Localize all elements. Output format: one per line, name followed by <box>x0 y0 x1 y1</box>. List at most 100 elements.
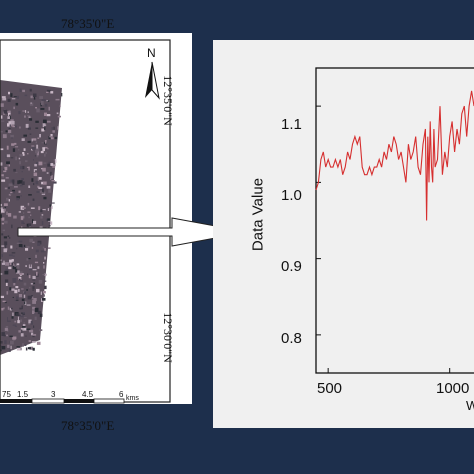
image-pixel <box>33 96 36 100</box>
image-pixel <box>20 328 25 330</box>
scale-tick-label: 6 <box>119 390 124 399</box>
image-pixel <box>27 258 31 260</box>
image-pixel <box>12 264 15 266</box>
image-pixel <box>26 304 31 306</box>
image-pixel <box>4 279 9 283</box>
image-pixel <box>19 154 23 157</box>
image-pixel <box>32 335 35 338</box>
image-pixel <box>36 151 39 156</box>
image-pixel <box>16 196 20 199</box>
image-pixel <box>18 294 22 298</box>
image-pixel <box>44 112 47 116</box>
image-pixel <box>35 162 39 164</box>
image-pixel <box>33 93 37 97</box>
image-pixel <box>29 346 34 350</box>
image-pixel <box>15 172 18 174</box>
image-pixel <box>0 259 2 261</box>
image-pixel <box>29 329 34 333</box>
scale-tick-label: 1.5 <box>17 390 29 399</box>
image-pixel <box>47 218 51 221</box>
image-pixel <box>34 308 38 312</box>
image-pixel <box>15 102 19 106</box>
image-pixel <box>28 319 32 324</box>
x-tick-label: 1000 <box>436 380 470 397</box>
image-pixel <box>9 335 13 338</box>
image-pixel <box>19 307 22 310</box>
image-pixel <box>28 223 32 227</box>
image-pixel <box>50 173 52 176</box>
image-pixel <box>8 129 11 132</box>
image-pixel <box>22 110 26 112</box>
image-pixel <box>33 282 36 284</box>
image-pixel <box>50 221 53 225</box>
image-pixel <box>23 215 25 219</box>
image-pixel <box>31 147 36 150</box>
image-pixel <box>32 306 36 310</box>
image-pixel <box>47 148 49 150</box>
image-pixel <box>10 191 13 194</box>
image-pixel <box>22 89 25 93</box>
image-pixel <box>32 279 36 281</box>
image-pixel <box>19 161 21 165</box>
image-pixel <box>12 265 17 270</box>
image-pixel <box>27 140 31 143</box>
image-pixel <box>32 334 37 336</box>
image-pixel <box>48 225 51 227</box>
image-pixel <box>8 121 12 124</box>
image-pixel <box>21 288 24 290</box>
image-pixel <box>17 149 20 151</box>
image-pixel <box>1 233 4 236</box>
image-pixel <box>7 213 12 217</box>
image-pixel <box>1 332 5 336</box>
pointer-arrow <box>17 217 249 247</box>
image-pixel <box>18 111 21 115</box>
image-pixel <box>20 274 22 276</box>
image-pixel <box>50 163 54 166</box>
image-pixel <box>46 114 51 117</box>
image-pixel <box>27 347 31 350</box>
image-pixel <box>4 166 8 171</box>
image-pixel <box>12 255 15 257</box>
x-tick-label: 500 <box>317 380 343 397</box>
image-pixel <box>31 332 34 336</box>
image-pixel <box>13 106 15 110</box>
image-pixel <box>42 209 46 211</box>
image-pixel <box>13 168 16 172</box>
image-pixel <box>31 178 34 182</box>
image-pixel <box>28 216 30 219</box>
image-pixel <box>23 291 26 294</box>
image-pixel <box>35 254 37 258</box>
image-pixel <box>15 146 19 148</box>
image-pixel <box>43 294 45 297</box>
image-pixel <box>44 140 47 144</box>
image-pixel <box>33 159 34 161</box>
image-pixel <box>18 276 21 279</box>
image-pixel <box>48 106 50 111</box>
image-pixel <box>48 189 52 193</box>
image-pixel <box>53 159 56 161</box>
image-pixel <box>25 265 27 267</box>
image-pixel <box>0 131 4 133</box>
image-pixel <box>30 140 33 142</box>
image-pixel <box>28 166 30 171</box>
image-pixel <box>27 295 32 300</box>
image-pixel <box>39 190 44 194</box>
image-pixel <box>33 325 35 328</box>
image-pixel <box>20 195 22 197</box>
image-pixel <box>16 299 19 301</box>
image-pixel <box>8 91 10 95</box>
image-pixel <box>4 241 8 246</box>
image-pixel <box>32 241 35 243</box>
image-pixel <box>42 274 45 276</box>
image-pixel <box>12 189 15 192</box>
image-pixel <box>28 340 31 342</box>
image-pixel <box>9 124 11 127</box>
image-pixel <box>50 171 52 174</box>
image-pixel <box>11 316 14 319</box>
image-pixel <box>6 197 9 201</box>
image-pixel <box>8 199 10 202</box>
image-pixel <box>3 203 8 206</box>
image-pixel <box>44 128 46 130</box>
image-pixel <box>25 347 28 351</box>
image-pixel <box>17 289 20 292</box>
